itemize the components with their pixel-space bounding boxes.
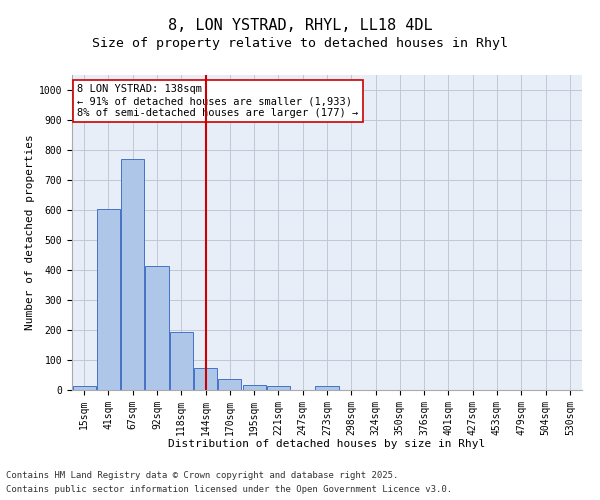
- Text: 8 LON YSTRAD: 138sqm
← 91% of detached houses are smaller (1,933)
8% of semi-det: 8 LON YSTRAD: 138sqm ← 91% of detached h…: [77, 84, 358, 117]
- Text: Contains HM Land Registry data © Crown copyright and database right 2025.: Contains HM Land Registry data © Crown c…: [6, 470, 398, 480]
- Bar: [194, 368, 217, 390]
- Bar: [121, 159, 144, 390]
- Bar: [267, 386, 290, 390]
- X-axis label: Distribution of detached houses by size in Rhyl: Distribution of detached houses by size …: [169, 439, 485, 449]
- Text: Size of property relative to detached houses in Rhyl: Size of property relative to detached ho…: [92, 38, 508, 51]
- Bar: [218, 378, 241, 390]
- Text: Contains public sector information licensed under the Open Government Licence v3: Contains public sector information licen…: [6, 486, 452, 494]
- Bar: [73, 386, 95, 390]
- Text: 8, LON YSTRAD, RHYL, LL18 4DL: 8, LON YSTRAD, RHYL, LL18 4DL: [167, 18, 433, 32]
- Bar: [242, 384, 266, 390]
- Bar: [316, 386, 338, 390]
- Y-axis label: Number of detached properties: Number of detached properties: [25, 134, 35, 330]
- Bar: [170, 332, 193, 390]
- Bar: [97, 208, 120, 390]
- Bar: [145, 266, 169, 390]
